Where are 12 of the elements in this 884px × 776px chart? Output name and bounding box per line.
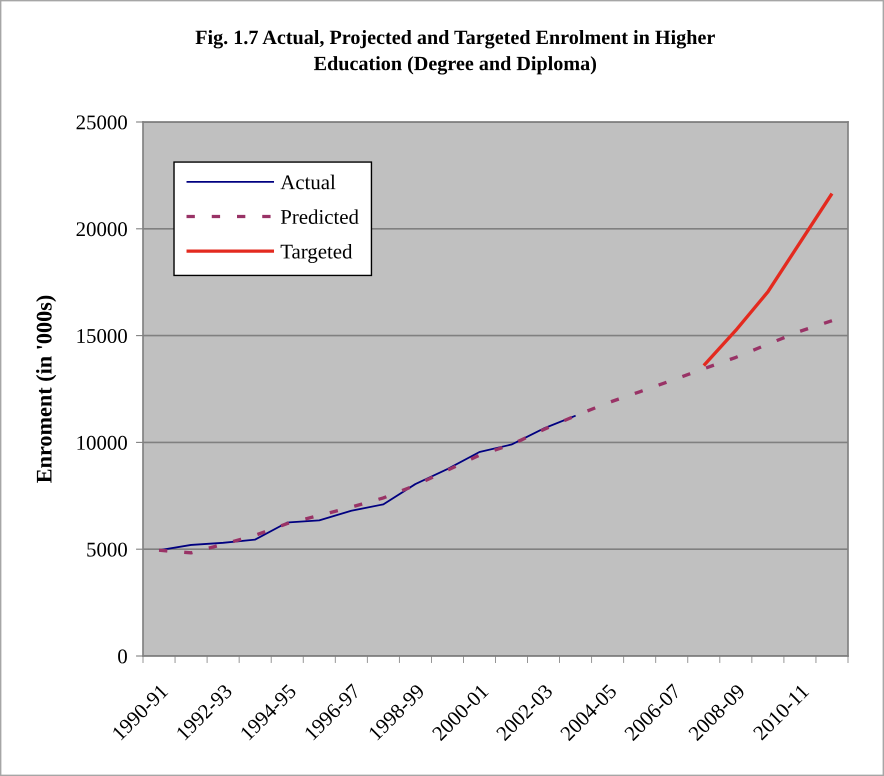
y-tick-label: 10000 (77, 436, 127, 450)
y-tick-label: 20000 (76, 222, 127, 236)
y-tick-label: 15000 (77, 328, 127, 344)
y-tick-label: 5000 (87, 542, 127, 557)
legend-label: Targeted (280, 244, 352, 263)
y-tick-label: 25000 (76, 115, 127, 130)
y-tick-label: 0 (118, 649, 127, 664)
line-series (702, 192, 834, 368)
y-axis-title: Enroment (in '000s) (36, 296, 56, 483)
chart-title: Fig. 1.7 Actual, Projected and Targeted Enrolment in Higher Education (Degree and Diploma) (196, 30, 715, 75)
legend-label: Actual (280, 174, 336, 190)
legend-label: Predicted (280, 209, 359, 224)
